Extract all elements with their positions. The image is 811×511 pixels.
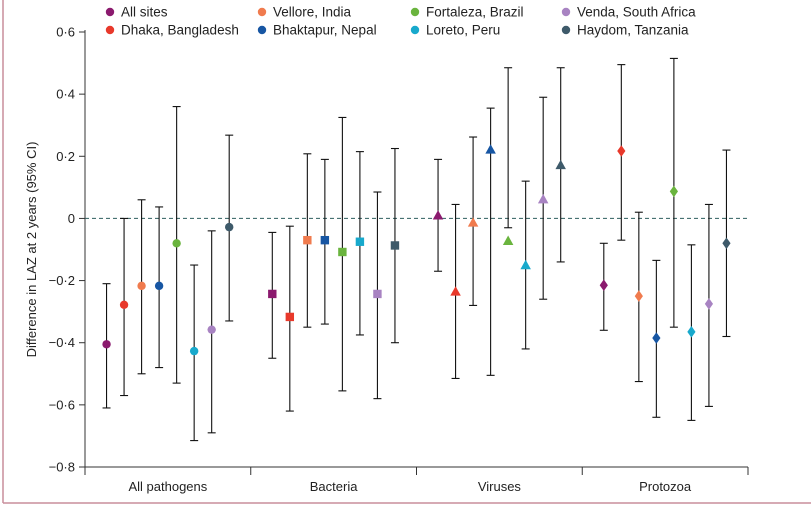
legend-label-fortaleza-brazil: Fortaleza, Brazil <box>426 5 524 20</box>
point-estimate-all-pathogens-dhaka-bangladesh <box>119 300 129 310</box>
point-group-protozoa-bhaktapur-nepal <box>652 259 661 418</box>
y-tick-label: 0·4 <box>56 87 75 102</box>
y-tick-label: 0 <box>68 211 75 226</box>
point-estimate-viruses-bhaktapur-nepal <box>485 144 496 154</box>
point-estimate-bacteria-vellore-india <box>303 235 312 245</box>
point-group-bacteria-all-sites <box>268 231 277 359</box>
point-estimate-bacteria-bhaktapur-nepal <box>320 235 330 245</box>
point-estimate-viruses-loreto-peru <box>520 259 531 270</box>
point-estimate-viruses-all-sites <box>432 210 444 220</box>
legend-swatch-loreto-peru <box>410 25 420 35</box>
point-estimate-viruses-dhaka-bangladesh <box>450 286 461 296</box>
point-estimate-protozoa-all-sites <box>599 279 608 292</box>
legend-swatch-venda-south-africa <box>561 7 571 17</box>
y-tick-label: −0·6 <box>49 397 75 412</box>
point-group-viruses-haydom-tanzania <box>555 67 566 263</box>
point-group-viruses-vellore-india <box>467 136 479 306</box>
point-group-viruses-venda-south-africa <box>537 96 549 300</box>
x-category-label-viruses: Viruses <box>478 479 522 494</box>
point-estimate-protozoa-haydom-tanzania <box>722 237 731 250</box>
point-estimate-viruses-haydom-tanzania <box>555 159 566 170</box>
x-category-label-bacteria: Bacteria <box>310 479 358 494</box>
point-group-viruses-fortaleza-brazil <box>502 67 514 245</box>
legend-swatch-all-sites <box>105 7 115 17</box>
point-estimate-viruses-venda-south-africa <box>537 193 549 204</box>
point-group-protozoa-fortaleza-brazil <box>669 57 678 328</box>
point-estimate-bacteria-loreto-peru <box>355 237 365 246</box>
legend-swatch-haydom-tanzania <box>561 25 571 35</box>
point-group-all-pathogens-dhaka-bangladesh <box>119 217 129 397</box>
point-group-bacteria-loreto-peru <box>355 151 365 336</box>
legend-label-bhaktapur-nepal: Bhaktapur, Nepal <box>273 23 377 38</box>
point-estimate-all-pathogens-venda-south-africa <box>207 325 216 334</box>
point-estimate-protozoa-bhaktapur-nepal <box>652 332 661 344</box>
x-category-label-all-pathogens: All pathogens <box>128 479 207 494</box>
point-group-protozoa-vellore-india <box>634 211 643 383</box>
point-estimate-viruses-fortaleza-brazil <box>502 235 514 245</box>
point-estimate-all-pathogens-haydom-tanzania <box>225 222 234 232</box>
legend-label-vellore-india: Vellore, India <box>273 5 352 20</box>
y-tick-label: −0·8 <box>49 460 75 475</box>
legend-label-haydom-tanzania: Haydom, Tanzania <box>577 23 689 38</box>
point-group-viruses-dhaka-bangladesh <box>450 203 461 379</box>
point-group-protozoa-haydom-tanzania <box>722 149 731 338</box>
legend-label-loreto-peru: Loreto, Peru <box>426 23 500 38</box>
point-estimate-all-pathogens-loreto-peru <box>189 346 199 356</box>
point-group-all-pathogens-all-sites <box>102 283 111 409</box>
point-group-bacteria-dhaka-bangladesh <box>285 225 295 412</box>
point-group-bacteria-vellore-india <box>303 153 312 328</box>
legend-swatch-dhaka-bangladesh <box>105 25 115 35</box>
point-estimate-bacteria-all-sites <box>268 289 277 299</box>
legend-label-venda-south-africa: Venda, South Africa <box>577 5 696 20</box>
y-tick-label: 0·2 <box>56 149 75 164</box>
point-group-bacteria-fortaleza-brazil <box>338 116 347 392</box>
point-estimate-all-pathogens-all-sites <box>102 340 111 349</box>
point-group-protozoa-dhaka-bangladesh <box>617 64 626 241</box>
y-tick-label: −0·4 <box>49 335 75 350</box>
point-group-protozoa-all-sites <box>599 242 608 331</box>
legend-label-all-sites: All sites <box>121 5 168 20</box>
point-estimate-protozoa-venda-south-africa <box>704 298 714 310</box>
point-estimate-bacteria-dhaka-bangladesh <box>285 312 295 322</box>
point-group-all-pathogens-loreto-peru <box>189 264 199 442</box>
point-estimate-protozoa-fortaleza-brazil <box>669 185 678 198</box>
point-estimate-protozoa-vellore-india <box>634 290 643 302</box>
point-estimate-viruses-vellore-india <box>467 217 479 227</box>
point-estimate-bacteria-haydom-tanzania <box>390 241 400 250</box>
point-group-bacteria-bhaktapur-nepal <box>320 158 330 325</box>
point-group-protozoa-loreto-peru <box>687 244 696 421</box>
point-estimate-all-pathogens-fortaleza-brazil <box>172 239 181 248</box>
point-group-all-pathogens-bhaktapur-nepal <box>154 206 164 369</box>
point-estimate-bacteria-venda-south-africa <box>373 289 382 299</box>
y-tick-label: −0·2 <box>49 273 75 288</box>
point-group-all-pathogens-haydom-tanzania <box>225 134 234 322</box>
x-category-label-protozoa: Protozoa <box>639 479 692 494</box>
legend-swatch-fortaleza-brazil <box>410 7 420 17</box>
point-estimate-bacteria-fortaleza-brazil <box>338 247 347 257</box>
legend-swatch-vellore-india <box>257 7 267 17</box>
point-group-bacteria-haydom-tanzania <box>390 147 400 344</box>
point-group-viruses-all-sites <box>432 158 444 272</box>
point-group-viruses-bhaktapur-nepal <box>485 107 496 376</box>
point-estimate-protozoa-loreto-peru <box>687 326 696 338</box>
legend-label-dhaka-bangladesh: Dhaka, Bangladesh <box>121 23 239 38</box>
point-group-all-pathogens-venda-south-africa <box>207 230 216 434</box>
point-group-protozoa-venda-south-africa <box>704 203 714 407</box>
point-group-all-pathogens-fortaleza-brazil <box>172 106 181 384</box>
y-axis-title: Difference in LAZ at 2 years (95% CI) <box>24 142 39 358</box>
point-group-bacteria-venda-south-africa <box>373 191 382 400</box>
point-estimate-all-pathogens-vellore-india <box>137 281 146 291</box>
point-group-viruses-loreto-peru <box>520 180 531 350</box>
point-estimate-protozoa-dhaka-bangladesh <box>617 145 626 157</box>
legend-swatch-bhaktapur-nepal <box>257 25 267 35</box>
point-estimate-all-pathogens-bhaktapur-nepal <box>154 281 164 291</box>
y-tick-label: 0·6 <box>56 25 75 40</box>
point-group-all-pathogens-vellore-india <box>137 199 146 375</box>
